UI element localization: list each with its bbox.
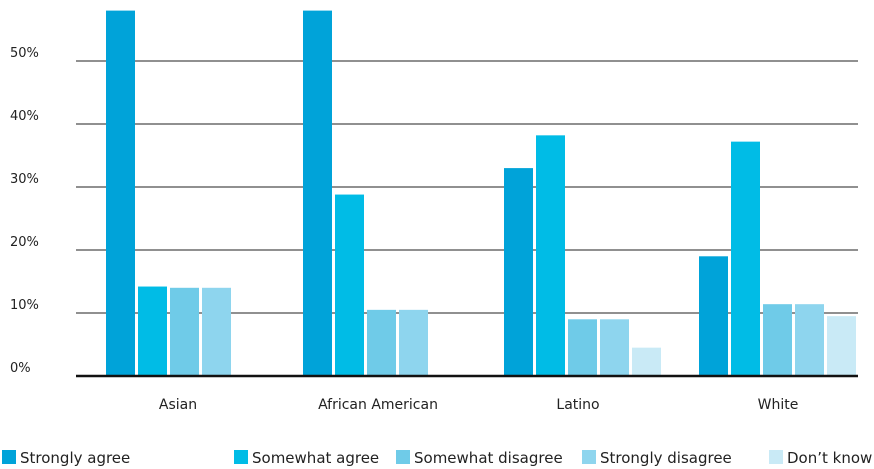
y-tick-label: 40%	[10, 109, 39, 124]
x-tick-label: African American	[318, 397, 438, 413]
x-tick-label: Latino	[556, 397, 599, 413]
legend-swatch	[582, 450, 596, 464]
legend-label: Strongly disagree	[600, 449, 732, 467]
legend-swatch	[769, 450, 783, 464]
legend-label: Don’t know	[787, 449, 872, 467]
bar-asian-somewhat-agree	[138, 286, 167, 376]
bar-asian-strongly-disagree	[202, 287, 231, 376]
legend-label: Strongly agree	[20, 449, 130, 467]
bar-african-american-somewhat-disagree	[367, 309, 396, 376]
x-tick-label: White	[758, 397, 799, 413]
legend: Strongly agree Somewhat agree Somewhat dis…	[2, 449, 872, 467]
x-tick-label: Asian	[159, 397, 197, 413]
bar-latino-somewhat-agree	[536, 135, 565, 376]
bar-white-strongly-disagree	[795, 304, 824, 376]
bar-white-somewhat-disagree	[763, 304, 792, 376]
bar-latino-somewhat-disagree	[568, 319, 597, 376]
legend-swatch	[396, 450, 410, 464]
legend-swatch	[2, 450, 16, 464]
bar-white-somewhat-agree	[731, 141, 760, 376]
legend-label: Somewhat agree	[252, 449, 379, 467]
bar-white-strongly-agree	[699, 256, 728, 376]
bars	[106, 10, 856, 376]
bar-african-american-strongly-disagree	[399, 309, 428, 376]
bar-latino-strongly-agree	[504, 168, 533, 376]
y-axis-ticks: 0% 10% 20% 30% 40% 50%	[10, 46, 39, 376]
y-tick-label: 10%	[10, 298, 39, 313]
bar-african-american-somewhat-agree	[335, 194, 364, 376]
bar-latino-strongly-disagree	[600, 319, 629, 376]
bar-african-american-strongly-agree	[303, 10, 332, 376]
y-tick-label: 0%	[10, 361, 31, 376]
y-tick-label: 20%	[10, 235, 39, 250]
bar-asian-strongly-agree	[106, 10, 135, 376]
legend-swatch	[234, 450, 248, 464]
x-axis-labels: Asian African American Latino White	[159, 397, 798, 413]
y-tick-label: 30%	[10, 172, 39, 187]
legend-label: Somewhat disagree	[414, 449, 563, 467]
y-tick-label: 50%	[10, 46, 39, 61]
bar-asian-somewhat-disagree	[170, 287, 199, 376]
bar-white-don-t-know	[827, 316, 856, 376]
bar-latino-don-t-know	[632, 347, 661, 376]
